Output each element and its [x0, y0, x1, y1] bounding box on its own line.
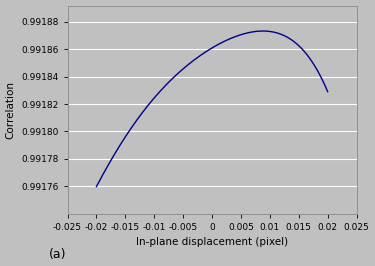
X-axis label: In-plane displacement (pixel): In-plane displacement (pixel): [136, 237, 288, 247]
Y-axis label: Correlation: Correlation: [6, 81, 15, 139]
Text: (a): (a): [49, 248, 66, 261]
